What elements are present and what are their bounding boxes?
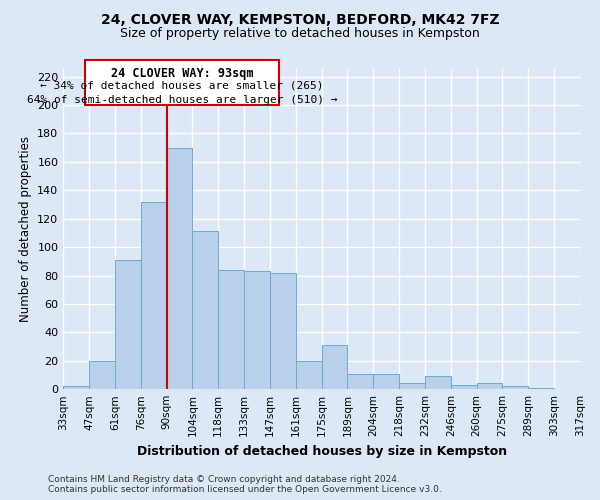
- Bar: [373, 374, 399, 389]
- Text: Contains public sector information licensed under the Open Government Licence v3: Contains public sector information licen…: [48, 485, 442, 494]
- Bar: [425, 376, 451, 389]
- Bar: [476, 384, 502, 389]
- Bar: [141, 202, 167, 389]
- Text: Size of property relative to detached houses in Kempston: Size of property relative to detached ho…: [120, 28, 480, 40]
- Bar: [529, 388, 554, 389]
- Text: 24 CLOVER WAY: 93sqm: 24 CLOVER WAY: 93sqm: [111, 66, 253, 80]
- Text: ← 34% of detached houses are smaller (265): ← 34% of detached houses are smaller (26…: [40, 81, 324, 91]
- Bar: [270, 272, 296, 389]
- Bar: [218, 270, 244, 389]
- Text: 64% of semi-detached houses are larger (510) →: 64% of semi-detached houses are larger (…: [27, 95, 337, 105]
- Bar: [502, 386, 529, 389]
- Bar: [167, 148, 193, 389]
- Bar: [89, 361, 115, 389]
- Bar: [347, 374, 373, 389]
- Text: Contains HM Land Registry data © Crown copyright and database right 2024.: Contains HM Land Registry data © Crown c…: [48, 475, 400, 484]
- X-axis label: Distribution of detached houses by size in Kempston: Distribution of detached houses by size …: [137, 444, 507, 458]
- Bar: [85, 60, 279, 105]
- Bar: [399, 384, 425, 389]
- Bar: [322, 345, 347, 389]
- Bar: [244, 271, 270, 389]
- Bar: [115, 260, 141, 389]
- Bar: [193, 232, 218, 389]
- Bar: [296, 361, 322, 389]
- Bar: [451, 385, 476, 389]
- Bar: [64, 386, 89, 389]
- Text: 24, CLOVER WAY, KEMPSTON, BEDFORD, MK42 7FZ: 24, CLOVER WAY, KEMPSTON, BEDFORD, MK42 …: [101, 12, 499, 26]
- Y-axis label: Number of detached properties: Number of detached properties: [19, 136, 32, 322]
